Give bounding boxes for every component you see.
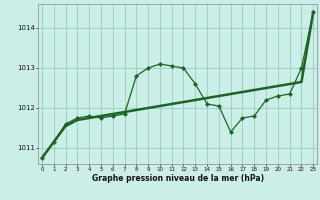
- X-axis label: Graphe pression niveau de la mer (hPa): Graphe pression niveau de la mer (hPa): [92, 174, 264, 183]
